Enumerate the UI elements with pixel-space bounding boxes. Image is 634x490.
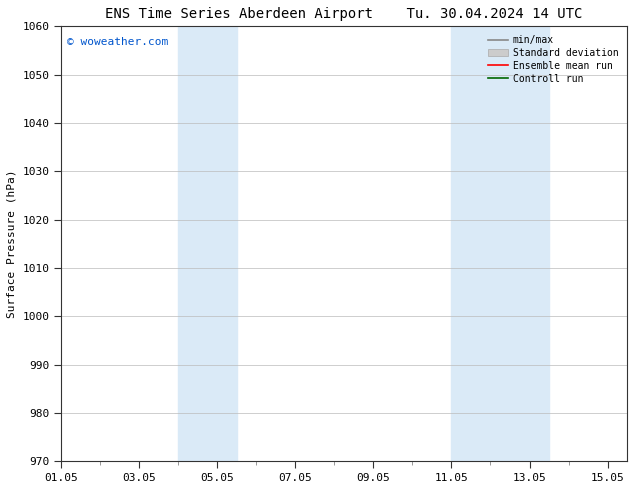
Legend: min/max, Standard deviation, Ensemble mean run, Controll run: min/max, Standard deviation, Ensemble me… [484,31,622,88]
Title: ENS Time Series Aberdeen Airport    Tu. 30.04.2024 14 UTC: ENS Time Series Aberdeen Airport Tu. 30.… [105,7,583,21]
Text: © woweather.com: © woweather.com [67,37,168,47]
Bar [451,26,549,461]
Y-axis label: Surface Pressure (hPa): Surface Pressure (hPa) [7,170,17,318]
Bar [178,26,237,461]
